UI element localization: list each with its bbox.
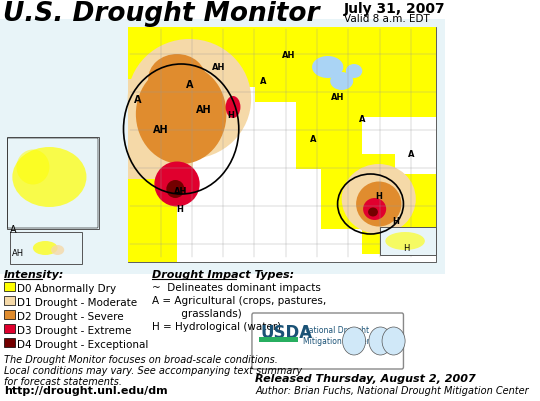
Ellipse shape <box>312 57 343 79</box>
Text: for forecast statements.: for forecast statements. <box>4 376 122 386</box>
Bar <box>4 282 15 291</box>
Text: H: H <box>227 110 234 119</box>
Bar <box>259 337 298 342</box>
Bar <box>255 28 338 103</box>
Text: Valid 8 a.m. EDT: Valid 8 a.m. EDT <box>344 14 430 24</box>
Ellipse shape <box>51 245 64 255</box>
Text: A: A <box>186 80 193 90</box>
Text: AH: AH <box>197 105 212 115</box>
Ellipse shape <box>368 208 378 217</box>
Ellipse shape <box>330 73 353 91</box>
Text: AH: AH <box>212 63 225 72</box>
Text: A: A <box>359 115 366 124</box>
Text: A: A <box>408 150 415 159</box>
Text: http://drought.unl.edu/dm: http://drought.unl.edu/dm <box>4 385 168 395</box>
Bar <box>127 174 177 262</box>
Ellipse shape <box>154 162 200 207</box>
Ellipse shape <box>33 241 58 255</box>
Ellipse shape <box>226 97 240 119</box>
Ellipse shape <box>136 65 226 164</box>
Bar <box>0 20 444 274</box>
Circle shape <box>369 327 392 355</box>
Bar <box>362 174 436 254</box>
Ellipse shape <box>16 150 49 185</box>
Circle shape <box>382 327 405 355</box>
Text: National Drought
Mitigation Center: National Drought Mitigation Center <box>303 325 370 345</box>
Ellipse shape <box>346 65 362 79</box>
Text: AH: AH <box>11 248 24 257</box>
Bar <box>4 296 15 305</box>
Text: H: H <box>375 192 382 201</box>
Ellipse shape <box>363 198 386 221</box>
Ellipse shape <box>356 182 401 227</box>
Bar <box>296 100 362 170</box>
Text: D0 Abnormally Dry: D0 Abnormally Dry <box>17 283 117 293</box>
Bar <box>4 338 15 347</box>
Bar <box>4 324 15 333</box>
Text: Intensity:: Intensity: <box>4 269 64 279</box>
Bar <box>127 28 202 138</box>
Ellipse shape <box>12 148 86 207</box>
Text: H = Hydrological (water): H = Hydrological (water) <box>152 321 281 331</box>
Text: Author: Brian Fuchs, National Drought Mitigation Center: Author: Brian Fuchs, National Drought Mi… <box>255 385 529 395</box>
Text: H: H <box>176 205 183 214</box>
Ellipse shape <box>166 180 185 198</box>
Bar <box>4 310 15 319</box>
Ellipse shape <box>342 164 416 235</box>
Text: A: A <box>260 77 267 86</box>
Text: D1 Drought - Moderate: D1 Drought - Moderate <box>17 297 137 307</box>
FancyBboxPatch shape <box>252 313 403 369</box>
Text: U.S. Drought Monitor: U.S. Drought Monitor <box>3 1 320 27</box>
Text: The Drought Monitor focuses on broad-scale conditions.: The Drought Monitor focuses on broad-sca… <box>4 354 278 364</box>
Text: Drought Impact Types:: Drought Impact Types: <box>152 269 294 279</box>
Text: July 31, 2007: July 31, 2007 <box>344 2 446 16</box>
Text: D4 Drought - Exceptional: D4 Drought - Exceptional <box>17 339 148 349</box>
Text: A: A <box>134 95 141 105</box>
Text: ~  Delineates dominant impacts: ~ Delineates dominant impacts <box>152 282 321 292</box>
Bar <box>127 80 193 180</box>
Text: grasslands): grasslands) <box>152 308 242 318</box>
Bar <box>380 227 436 255</box>
Text: AH: AH <box>331 93 345 102</box>
Text: D2 Drought - Severe: D2 Drought - Severe <box>17 311 124 321</box>
Text: D3 Drought - Extreme: D3 Drought - Extreme <box>17 325 132 335</box>
Bar <box>321 155 395 229</box>
Text: AH: AH <box>174 187 187 196</box>
Text: A: A <box>10 225 17 235</box>
Ellipse shape <box>148 55 206 105</box>
Text: USDA: USDA <box>260 323 312 341</box>
Bar <box>127 28 436 262</box>
Text: Released Thursday, August 2, 2007: Released Thursday, August 2, 2007 <box>255 373 476 383</box>
Circle shape <box>342 327 366 355</box>
Text: H: H <box>403 243 410 252</box>
Text: H: H <box>392 217 399 226</box>
Text: Local conditions may vary. See accompanying text summary: Local conditions may vary. See accompany… <box>4 365 302 375</box>
Bar <box>6 138 99 229</box>
Ellipse shape <box>127 40 251 160</box>
Text: AH: AH <box>281 51 295 59</box>
Bar <box>338 28 436 118</box>
Bar <box>10 233 82 264</box>
Text: A: A <box>309 135 316 144</box>
Ellipse shape <box>386 233 425 250</box>
Bar <box>160 28 268 88</box>
Text: AH: AH <box>153 125 168 135</box>
Text: A = Agricultural (crops, pastures,: A = Agricultural (crops, pastures, <box>152 295 327 305</box>
